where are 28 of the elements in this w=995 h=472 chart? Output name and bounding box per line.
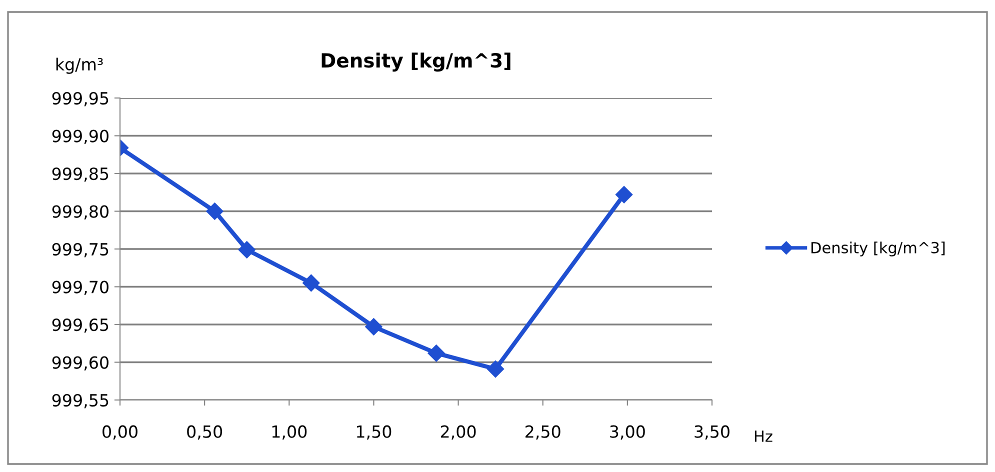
x-tick-label: 0,50 [187, 425, 222, 440]
y-tick-label: 999,85 [52, 167, 108, 182]
legend-label: Density [kg/m^3] [811, 242, 945, 256]
y-tick-label: 999,70 [52, 280, 108, 296]
x-axis-title: Hz [754, 430, 772, 442]
x-tick-label: 2,50 [526, 425, 560, 440]
y-tick-label: 999,80 [52, 205, 108, 220]
point [365, 318, 382, 336]
y-tick-label: 999,90 [52, 130, 108, 144]
y-tick-label: 999,75 [52, 242, 108, 258]
point [238, 241, 256, 258]
point [615, 186, 633, 204]
point [428, 344, 445, 362]
x-tick-label: 2,00 [440, 425, 476, 440]
y-tick-label: 999,55 [52, 394, 108, 408]
x-tick-label: 1,50 [356, 425, 392, 440]
point [206, 202, 224, 220]
y-tick-label: 999,95 [52, 92, 108, 106]
x-tick-label: 3,00 [610, 425, 645, 440]
point [486, 360, 504, 378]
x-tick-label: 0,00 [102, 425, 138, 440]
x-tick-label: 3,50 [694, 425, 730, 440]
y-axis-title: kg/m³ [56, 58, 103, 74]
y-tick-label: 999,60 [52, 356, 108, 371]
chart-title: Density [kg/m^3] [322, 52, 510, 72]
point [302, 274, 320, 292]
y-tick-label: 999,65 [52, 318, 108, 333]
x-tick-label: 1,00 [272, 425, 307, 440]
